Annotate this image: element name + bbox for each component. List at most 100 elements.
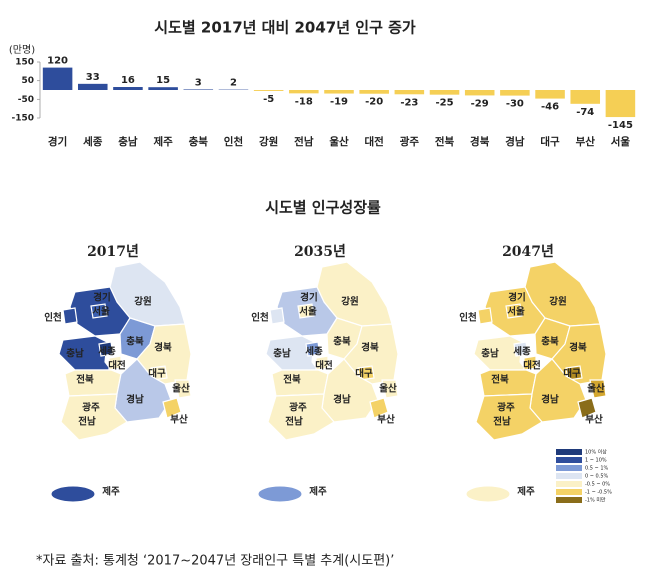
x-tick-label: 경북 [470,135,490,148]
map-region [565,365,583,381]
map-year-label: 2047년 [502,244,554,260]
region-label: 세종 [98,346,116,358]
value-label: 2 [230,78,237,89]
x-tick-label: 제주 [153,135,173,148]
region-label: 인천 [251,313,268,324]
value-label: -18 [295,96,313,107]
region-label: 광주 [82,402,100,414]
value-label: -25 [435,98,453,109]
region-label: 강원 [134,296,151,308]
x-tick-label: 대구 [540,135,560,148]
region-label: 서울 [507,306,525,318]
region-label: 대전 [315,360,332,372]
map-region [523,355,537,371]
region-label: 광주 [289,402,307,414]
region-label: 인천 [44,313,61,324]
bar [394,90,425,95]
map-year-label: 2017년 [87,244,139,260]
region-label: 강원 [341,296,358,308]
region-label: 제주 [309,486,327,498]
region-label: 충남 [66,348,84,360]
map-region [577,397,597,419]
region-label: 전남 [78,416,96,428]
bar [253,90,284,91]
map-region [58,335,113,371]
legend-label: -0.5 ~ 0% [585,482,610,488]
region-label: 충남 [273,348,291,360]
bar [605,90,636,118]
legend-swatch [556,449,582,455]
map-region [505,303,523,319]
map-region [465,485,511,503]
value-label: 15 [156,75,170,86]
x-tick-label: 대전 [365,135,384,148]
value-label: -74 [576,107,594,118]
region-label: 대구 [148,368,166,380]
bar [570,90,601,104]
value-label: 16 [121,75,135,86]
y-tick-label: -50 [18,95,34,105]
x-tick-label: 충북 [189,135,209,148]
region-label: 서울 [92,306,110,318]
map-region [90,303,108,319]
region-label: 대구 [563,368,581,380]
map-region [50,485,96,503]
bar [183,89,214,90]
region-label: 경남 [541,394,559,406]
map-region [257,485,303,503]
region-label: 전남 [493,416,511,428]
map-region [297,303,315,319]
source-note: *자료 출처: 통계청 ‘2017~2047년 장래인구 특별 추계(시도편)’ [36,554,394,569]
region-label: 서울 [299,306,317,318]
map-region [174,379,192,399]
y-tick-label: 50 [21,76,34,86]
bar [500,90,530,96]
value-label: -20 [365,97,383,108]
value-label: -5 [263,94,274,105]
x-tick-label: 경기 [48,135,67,148]
region-label: 부산 [377,414,395,426]
legend-label: 0 ~ 0.5% [585,474,609,480]
region-label: 울산 [172,383,190,395]
region-label: 경남 [126,394,144,406]
region-label: 경기 [93,292,110,304]
chart-title: 시도별 2017년 대비 2047년 인구 증가 [154,19,416,37]
x-tick-label: 충남 [118,135,138,148]
map-region [98,341,114,357]
bar [464,90,495,96]
map-region [381,379,399,399]
map-region [357,365,375,381]
x-tick-label: 전북 [435,135,455,148]
x-tick-label: 경남 [505,135,525,148]
value-label: -145 [608,120,633,131]
x-tick-label: 부산 [576,135,596,148]
region-label: 대전 [523,360,540,372]
legend-swatch [556,481,582,487]
legend-swatch [556,489,582,495]
map-year-label: 2035년 [294,244,346,260]
region-label: 제주 [517,486,535,498]
region-label: 울산 [379,383,397,395]
map-region [150,365,168,381]
map-region [269,307,285,325]
map-region [513,341,529,357]
map-region [473,335,528,371]
region-label: 광주 [497,402,515,414]
value-label: 120 [47,56,68,67]
region-label: 전북 [491,374,509,386]
bar [289,90,319,94]
region-label: 전남 [285,416,303,428]
map-region [162,397,182,419]
map-region [315,355,329,371]
value-label: -30 [506,99,524,110]
region-label: 부산 [585,414,603,426]
map-region [267,393,335,441]
bar [113,87,143,90]
bar [535,90,565,99]
legend-label: 10% 이상 [585,449,607,456]
x-tick-label: 광주 [400,136,420,148]
map-region [305,341,321,357]
region-label: 경북 [154,342,172,354]
region-label: 인천 [459,313,476,324]
region-label: 충남 [481,348,499,360]
